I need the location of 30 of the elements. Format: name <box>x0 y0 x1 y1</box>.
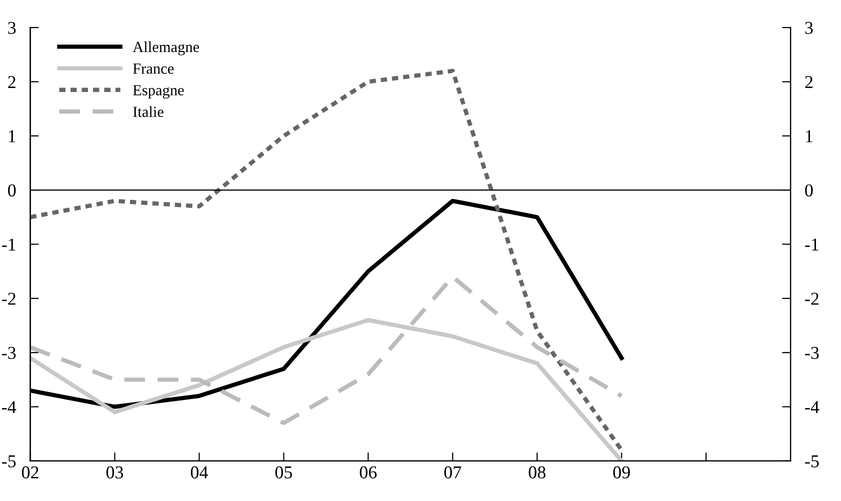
x-tick-label: 08 <box>528 466 546 478</box>
y-tick-label: 3 <box>8 22 16 34</box>
x-tick-label: 04 <box>190 466 208 478</box>
y-tick-label: -3 <box>2 346 16 360</box>
x-tick-label: 03 <box>106 466 124 478</box>
x-tick-label: 06 <box>360 466 377 478</box>
legend-label: Italie <box>133 106 164 117</box>
y-tick-label: -5 <box>2 455 16 468</box>
x-tick-label: 09 <box>613 466 630 478</box>
y-tick-label: -2 <box>2 292 16 305</box>
y-tick-label: 1 <box>8 130 16 142</box>
x-tick-label: 05 <box>275 466 292 478</box>
y2-tick-label: -1 <box>805 238 818 250</box>
y-tick-label: -4 <box>2 401 16 414</box>
x-tick-label: 02 <box>22 466 38 478</box>
y-tick-label: 0 <box>8 184 16 197</box>
y2-tick-label: -5 <box>805 455 819 468</box>
y2-tick-label: 3 <box>805 22 813 34</box>
y2-tick-label: 1 <box>806 130 812 142</box>
x-tick-label: 07 <box>444 466 462 478</box>
legend-label: Allemagne <box>132 41 200 56</box>
y2-tick-label: 0 <box>805 184 813 197</box>
y2-tick-label: -3 <box>805 346 819 360</box>
legend-label: France <box>133 64 174 74</box>
y2-tick-label: 2 <box>805 76 812 88</box>
y-tick-label: -1 <box>2 238 16 250</box>
legend-label: Espagne <box>133 85 184 99</box>
y2-tick-label: -4 <box>805 401 820 414</box>
y-tick-label: 2 <box>8 76 16 88</box>
y2-tick-label: -2 <box>805 292 818 305</box>
